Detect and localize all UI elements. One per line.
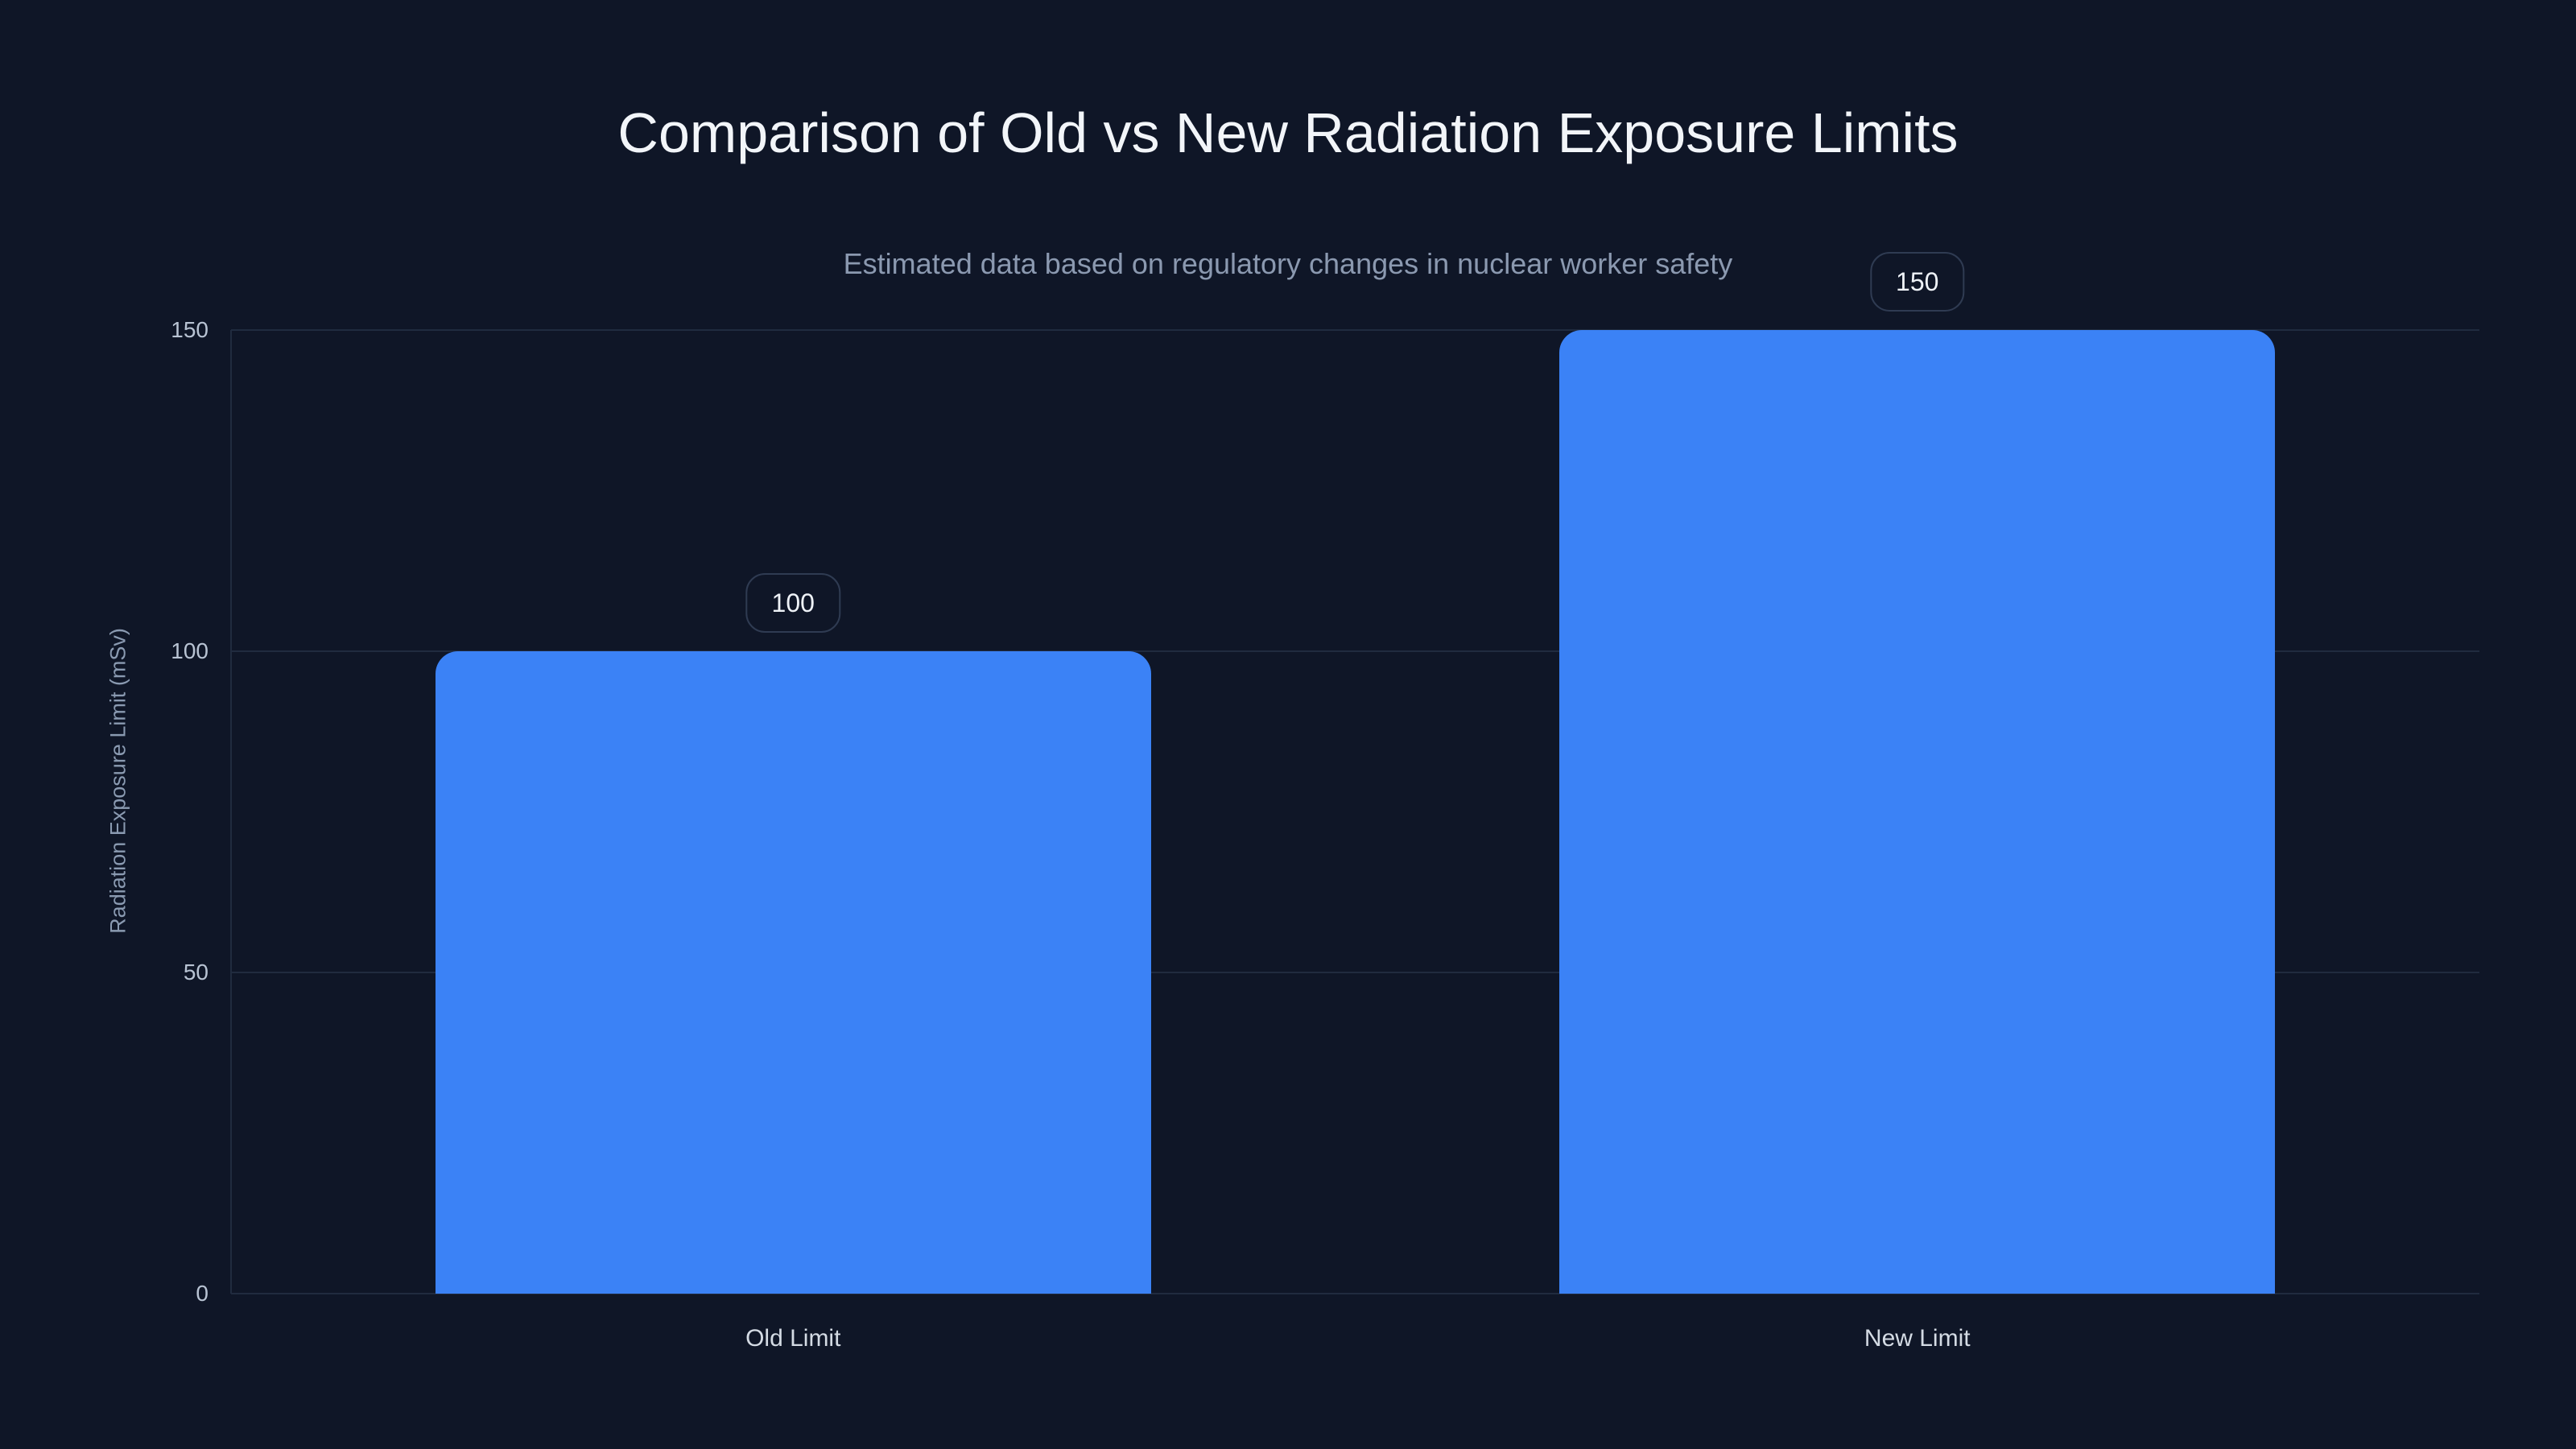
gridline	[231, 650, 2479, 652]
chart-title: Comparison of Old vs New Radiation Expos…	[617, 101, 1959, 164]
value-badge-new-limit: 150	[1870, 252, 1965, 312]
bar-new-limit[interactable]	[1559, 330, 2276, 1294]
y-axis-tick-label: 0	[196, 1281, 208, 1306]
y-axis-tick-label: 50	[183, 960, 208, 985]
plot-area: 0 50 100 150 100 Old Limit 150 New Limit	[171, 252, 2479, 1352]
gridline	[231, 972, 2479, 973]
y-axis-tick-label: 100	[171, 638, 208, 663]
gridline	[231, 1293, 2479, 1294]
value-badge-old-limit: 100	[745, 573, 840, 633]
chart-subtitle: Estimated data based on regulatory chang…	[843, 247, 1733, 280]
y-axis-title: Radiation Exposure Limit (mSv)	[105, 628, 130, 934]
gridline	[231, 329, 2479, 331]
bar-old-limit[interactable]	[435, 651, 1151, 1294]
x-axis-tick-label-new-limit: New Limit	[1864, 1325, 1971, 1352]
y-axis-line	[230, 330, 232, 1294]
y-axis-tick-label: 150	[171, 317, 208, 342]
x-axis-tick-label-old-limit: Old Limit	[745, 1325, 841, 1352]
